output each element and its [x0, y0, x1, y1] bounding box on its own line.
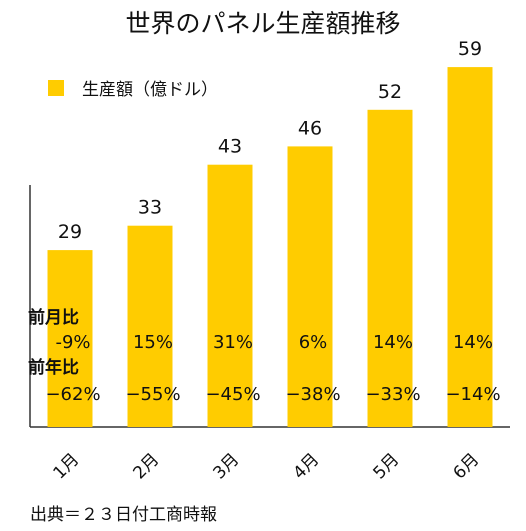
yoy-value: −33%: [365, 384, 420, 405]
x-tick-label: 6月: [450, 450, 484, 484]
mom-value: 14%: [453, 332, 493, 353]
data-label: 29: [58, 221, 82, 243]
yoy-value: −62%: [45, 384, 100, 405]
yoy-value: −45%: [205, 384, 260, 405]
yoy-value: −55%: [125, 384, 180, 405]
legend-swatch: [48, 80, 64, 96]
bar: [127, 225, 173, 427]
source-note: 出典＝２３日付工商時報: [30, 505, 217, 525]
bar: [447, 67, 493, 427]
bar: [47, 250, 93, 427]
chart-title: 世界のパネル生産額推移: [125, 9, 401, 38]
mom-value: -9%: [55, 332, 90, 353]
yoy-value: −38%: [285, 384, 340, 405]
yoy-row-label: 前年比: [28, 357, 79, 378]
bar: [207, 164, 253, 427]
mom-value: 6%: [299, 332, 328, 353]
bar: [367, 109, 413, 428]
mom-value: 15%: [133, 332, 173, 353]
bar: [287, 146, 333, 427]
x-tick-label: 3月: [210, 450, 244, 484]
mom-value: 31%: [213, 332, 253, 353]
yoy-value: −14%: [445, 384, 500, 405]
data-label: 46: [298, 117, 322, 139]
data-label: 59: [458, 38, 482, 60]
chart-plot: 29 -9% −62% 1月 33 15% −55% 2月 43 31% −45% 3月 46 6% −38…: [28, 38, 510, 484]
data-label: 43: [218, 136, 242, 158]
mom-row-label: 前月比: [28, 307, 79, 328]
x-tick-label: 5月: [370, 450, 404, 484]
x-tick-label: 1月: [50, 450, 84, 484]
data-label: 33: [138, 197, 162, 219]
x-tick-label: 4月: [290, 450, 324, 484]
mom-value: 14%: [373, 332, 413, 353]
legend-label: 生産額（億ドル）: [82, 80, 218, 100]
x-tick-label: 2月: [130, 450, 164, 484]
data-label: 52: [378, 81, 402, 103]
